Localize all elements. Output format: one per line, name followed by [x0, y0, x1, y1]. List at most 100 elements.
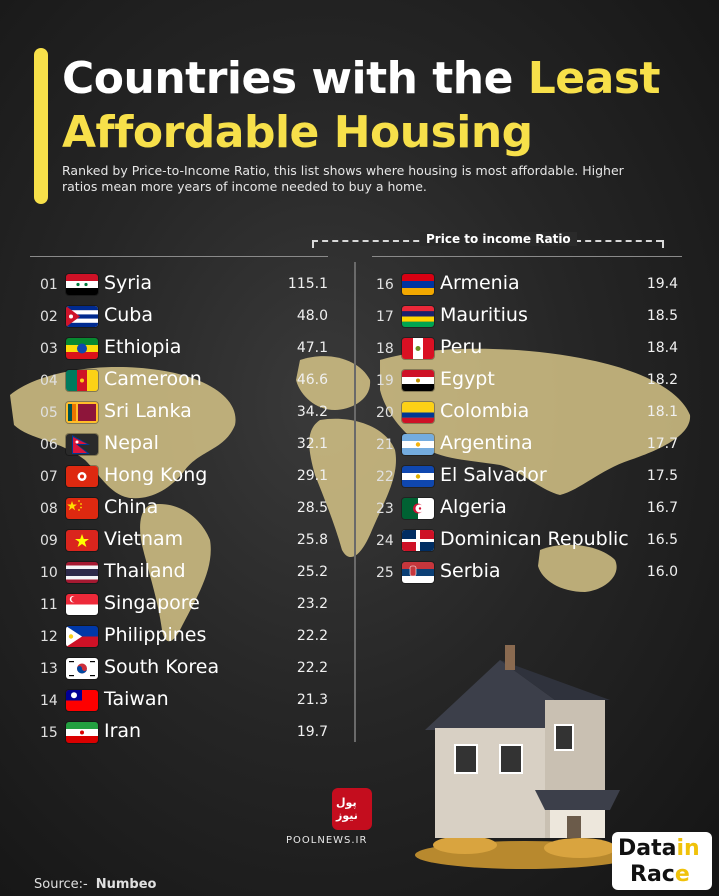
row-rank: 11 [40, 597, 58, 613]
table-row: 06 Nepal 32.1 [40, 430, 328, 460]
row-value: 19.7 [296, 724, 328, 740]
row-value: 16.7 [646, 500, 678, 516]
dominican-republic-flag-icon [402, 530, 434, 551]
table-row: 24 Dominican Republic 16.5 [376, 526, 678, 556]
row-country: Colombia [440, 400, 530, 422]
table-row: 08 China 28.5 [40, 494, 328, 524]
brand-line-2: Race [630, 862, 690, 887]
row-country: Ethiopia [104, 336, 182, 358]
table-row: 13 South Korea 22.2 [40, 654, 328, 684]
row-country: Peru [440, 336, 483, 358]
peru-flag-icon [402, 338, 434, 359]
row-rank: 05 [40, 405, 58, 421]
row-country: Singapore [104, 592, 200, 614]
table-row: 09 Vietnam 25.8 [40, 526, 328, 556]
row-value: 22.2 [296, 628, 328, 644]
left-column-rule [30, 256, 328, 257]
row-country: El Salvador [440, 464, 547, 486]
nepal-flag-icon [66, 434, 98, 455]
row-rank: 22 [376, 469, 394, 485]
row-country: Cameroon [104, 368, 202, 390]
row-rank: 02 [40, 309, 58, 325]
row-value: 47.1 [296, 340, 328, 356]
row-rank: 13 [40, 661, 58, 677]
row-value: 115.1 [287, 276, 328, 292]
table-row: 14 Taiwan 21.3 [40, 686, 328, 716]
table-row: 17 Mauritius 18.5 [376, 302, 678, 332]
serbia-flag-icon [402, 562, 434, 583]
singapore-flag-icon [66, 594, 98, 615]
table-row: 18 Peru 18.4 [376, 334, 678, 364]
house-icon [415, 645, 635, 869]
row-country: Argentina [440, 432, 533, 454]
vietnam-flag-icon [66, 530, 98, 551]
row-value: 21.3 [296, 692, 328, 708]
iran-flag-icon [66, 722, 98, 743]
column-divider [354, 262, 356, 742]
table-row: 01 Syria 115.1 [40, 270, 328, 300]
watermark-text: POOLNEWS.IR [286, 835, 368, 846]
table-row: 12 Philippines 22.2 [40, 622, 328, 652]
watermark-mark-text: پول نیوز [336, 796, 358, 822]
row-rank: 25 [376, 565, 394, 581]
world-map-icon [10, 348, 691, 642]
header-dash-tick-left [312, 240, 314, 248]
row-value: 25.8 [296, 532, 328, 548]
row-rank: 23 [376, 501, 394, 517]
row-rank: 04 [40, 373, 58, 389]
row-country: Taiwan [104, 688, 169, 710]
row-value: 18.2 [646, 372, 678, 388]
table-row: 10 Thailand 25.2 [40, 558, 328, 588]
row-value: 16.5 [646, 532, 678, 548]
row-country: Algeria [440, 496, 507, 518]
table-row: 20 Colombia 18.1 [376, 398, 678, 428]
title-accent-bar [34, 48, 48, 204]
cameroon-flag-icon [66, 370, 98, 391]
table-row: 23 Algeria 16.7 [376, 494, 678, 524]
row-rank: 18 [376, 341, 394, 357]
title-part-2: Affordable Housing [62, 107, 533, 158]
row-rank: 16 [376, 277, 394, 293]
table-row: 05 Sri Lanka 34.2 [40, 398, 328, 428]
ratio-column-header: Price to income Ratio [312, 232, 664, 248]
sri-lanka-flag-icon [66, 402, 98, 423]
row-country: Philippines [104, 624, 207, 646]
row-value: 18.5 [646, 308, 678, 324]
table-row: 21 Argentina 17.7 [376, 430, 678, 460]
row-rank: 03 [40, 341, 58, 357]
row-value: 17.5 [646, 468, 678, 484]
row-rank: 09 [40, 533, 58, 549]
row-rank: 19 [376, 373, 394, 389]
watermark-logo: پول نیوز [332, 788, 372, 830]
source-label: Source:- [34, 877, 88, 892]
algeria-flag-icon [402, 498, 434, 519]
brand-logo: Datain Race [612, 832, 712, 890]
row-rank: 21 [376, 437, 394, 453]
row-country: South Korea [104, 656, 220, 678]
cuba-flag-icon [66, 306, 98, 327]
row-country: China [104, 496, 159, 518]
china-flag-icon [66, 498, 98, 519]
row-value: 17.7 [646, 436, 678, 452]
table-row: 02 Cuba 48.0 [40, 302, 328, 332]
row-country: Armenia [440, 272, 520, 294]
south-korea-flag-icon [66, 658, 98, 679]
armenia-flag-icon [402, 274, 434, 295]
table-row: 11 Singapore 23.2 [40, 590, 328, 620]
row-value: 48.0 [296, 308, 328, 324]
row-rank: 14 [40, 693, 58, 709]
syria-flag-icon [66, 274, 98, 295]
row-rank: 06 [40, 437, 58, 453]
row-value: 29.1 [296, 468, 328, 484]
row-country: Thailand [104, 560, 186, 582]
row-country: Egypt [440, 368, 495, 390]
table-row: 19 Egypt 18.2 [376, 366, 678, 396]
title-highlight: Least [527, 53, 661, 104]
table-row: 15 Iran 19.7 [40, 718, 328, 748]
row-value: 34.2 [296, 404, 328, 420]
row-country: Hong Kong [104, 464, 208, 486]
row-value: 16.0 [646, 564, 678, 580]
row-country: Iran [104, 720, 142, 742]
table-row: 16 Armenia 19.4 [376, 270, 678, 300]
source-name: Numbeo [95, 877, 157, 892]
